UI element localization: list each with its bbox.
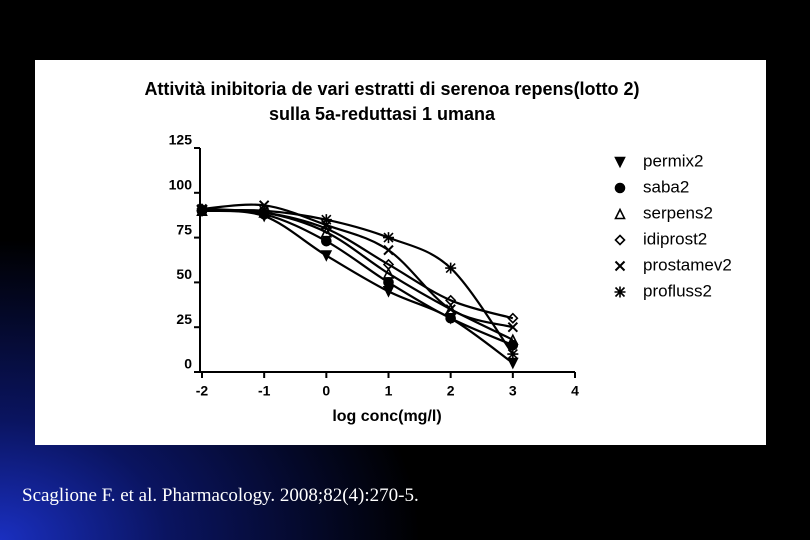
data-point	[383, 232, 394, 244]
legend-marker	[614, 182, 626, 194]
data-point	[258, 205, 270, 217]
legend-label: idiprost2	[643, 229, 707, 248]
chart-subtitle: sulla 5a-reduttasi 1 umana	[269, 104, 496, 124]
data-point	[196, 205, 208, 217]
data-point	[445, 294, 457, 306]
legend-label: saba2	[643, 177, 689, 196]
chart-title: Attività inibitoria de vari estratti di …	[144, 79, 639, 99]
data-point	[507, 321, 519, 333]
data-point	[382, 267, 395, 279]
y-tick-label: 50	[176, 266, 192, 282]
y-tick-label: 25	[176, 311, 192, 327]
legend-label: profluss2	[643, 281, 712, 300]
data-point	[383, 277, 394, 288]
x-tick-label: 2	[447, 383, 455, 399]
data-point	[382, 258, 395, 271]
y-tick-label: 75	[176, 221, 192, 237]
x-tick-label: 4	[571, 383, 579, 399]
y-tick-label: 0	[184, 356, 192, 372]
x-tick-label: 3	[509, 383, 517, 399]
legend-marker	[614, 234, 626, 246]
data-point	[444, 302, 457, 315]
x-tick-label: 1	[385, 383, 393, 399]
data-point	[320, 214, 332, 226]
legend-label: prostamev2	[643, 255, 732, 274]
data-point	[507, 348, 519, 360]
data-point	[320, 225, 333, 238]
data-point	[445, 262, 457, 274]
x-axis-label: log conc(mg/l)	[332, 408, 441, 425]
data-point	[445, 312, 456, 324]
legend-marker	[614, 207, 626, 220]
chart-background	[35, 60, 766, 445]
data-point	[507, 333, 519, 346]
legend-label: serpens2	[643, 203, 713, 222]
data-point	[383, 244, 394, 256]
x-tick-label: -2	[196, 383, 209, 399]
legend-marker	[614, 156, 626, 169]
chart: Attività inibitoria de vari estratti di …	[35, 60, 766, 445]
x-tick-label: -1	[258, 383, 271, 399]
y-tick-label: 100	[169, 177, 193, 193]
legend-marker	[614, 286, 626, 298]
citation: Scaglione F. et al. Pharmacology. 2008;8…	[22, 485, 419, 506]
data-point	[321, 235, 332, 247]
x-tick-label: 0	[322, 383, 330, 399]
data-point	[507, 312, 519, 324]
legend-label: permix2	[643, 151, 703, 170]
legend-marker	[614, 260, 626, 272]
y-tick-label: 125	[169, 132, 193, 148]
data-point	[445, 304, 456, 315]
data-point	[320, 250, 333, 262]
